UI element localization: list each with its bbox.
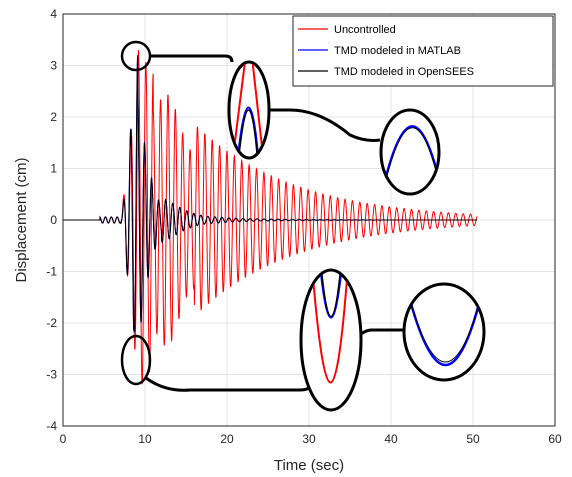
y-tick-label: 0 <box>50 213 57 227</box>
y-tick-label: -4 <box>46 419 57 433</box>
zoom-circle-trough-large <box>299 268 363 412</box>
zoom-annotations <box>120 40 486 412</box>
legend-label-uncontrolled: Uncontrolled <box>334 24 396 36</box>
series-line-uncontrolled <box>63 50 478 386</box>
legend: Uncontrolled TMD modeled in MATLAB TMD m… <box>292 15 554 87</box>
series-line-tmd-opensees <box>63 56 477 332</box>
zoom-marker-trough <box>120 334 152 386</box>
plot-frame <box>62 13 556 427</box>
y-tick-label: 1 <box>50 162 57 176</box>
legend-label-tmd-matlab: TMD modeled in MATLAB <box>334 45 461 57</box>
y-tick-label: -1 <box>46 265 57 279</box>
x-tick-label: 0 <box>60 432 67 446</box>
zoom-circle-peak-large <box>227 60 271 160</box>
zoom-connector-trough <box>145 376 314 392</box>
legend-box <box>292 15 554 87</box>
x-axis-label: Time (sec) <box>274 457 344 474</box>
x-tick-label: 10 <box>138 432 152 446</box>
y-tick-label: -3 <box>46 368 57 382</box>
x-tick-label: 30 <box>302 432 316 446</box>
y-axis-label: Displacement (cm) <box>13 157 30 282</box>
y-tick-label: -2 <box>46 316 57 330</box>
x-tick-label: 40 <box>384 432 398 446</box>
x-tick-label: 50 <box>466 432 480 446</box>
zoom-circle-trough-small <box>402 282 486 382</box>
legend-label-tmd-opensees: TMD modeled in OpenSEES <box>334 66 474 78</box>
zoom-connector-peak-2 <box>268 108 381 142</box>
zoom-connector-peak <box>150 54 234 63</box>
axis-ticks: 0 10 20 30 40 50 60 -4 -3 -2 -1 0 1 2 3 4 <box>46 7 562 446</box>
x-tick-label: 60 <box>548 432 562 446</box>
y-tick-label: 2 <box>50 110 57 124</box>
series-layer <box>63 50 478 386</box>
y-tick-label: 4 <box>50 7 57 21</box>
x-tick-label: 20 <box>220 432 234 446</box>
y-tick-label: 3 <box>50 59 57 73</box>
zoom-circle-peak-small <box>379 108 441 196</box>
